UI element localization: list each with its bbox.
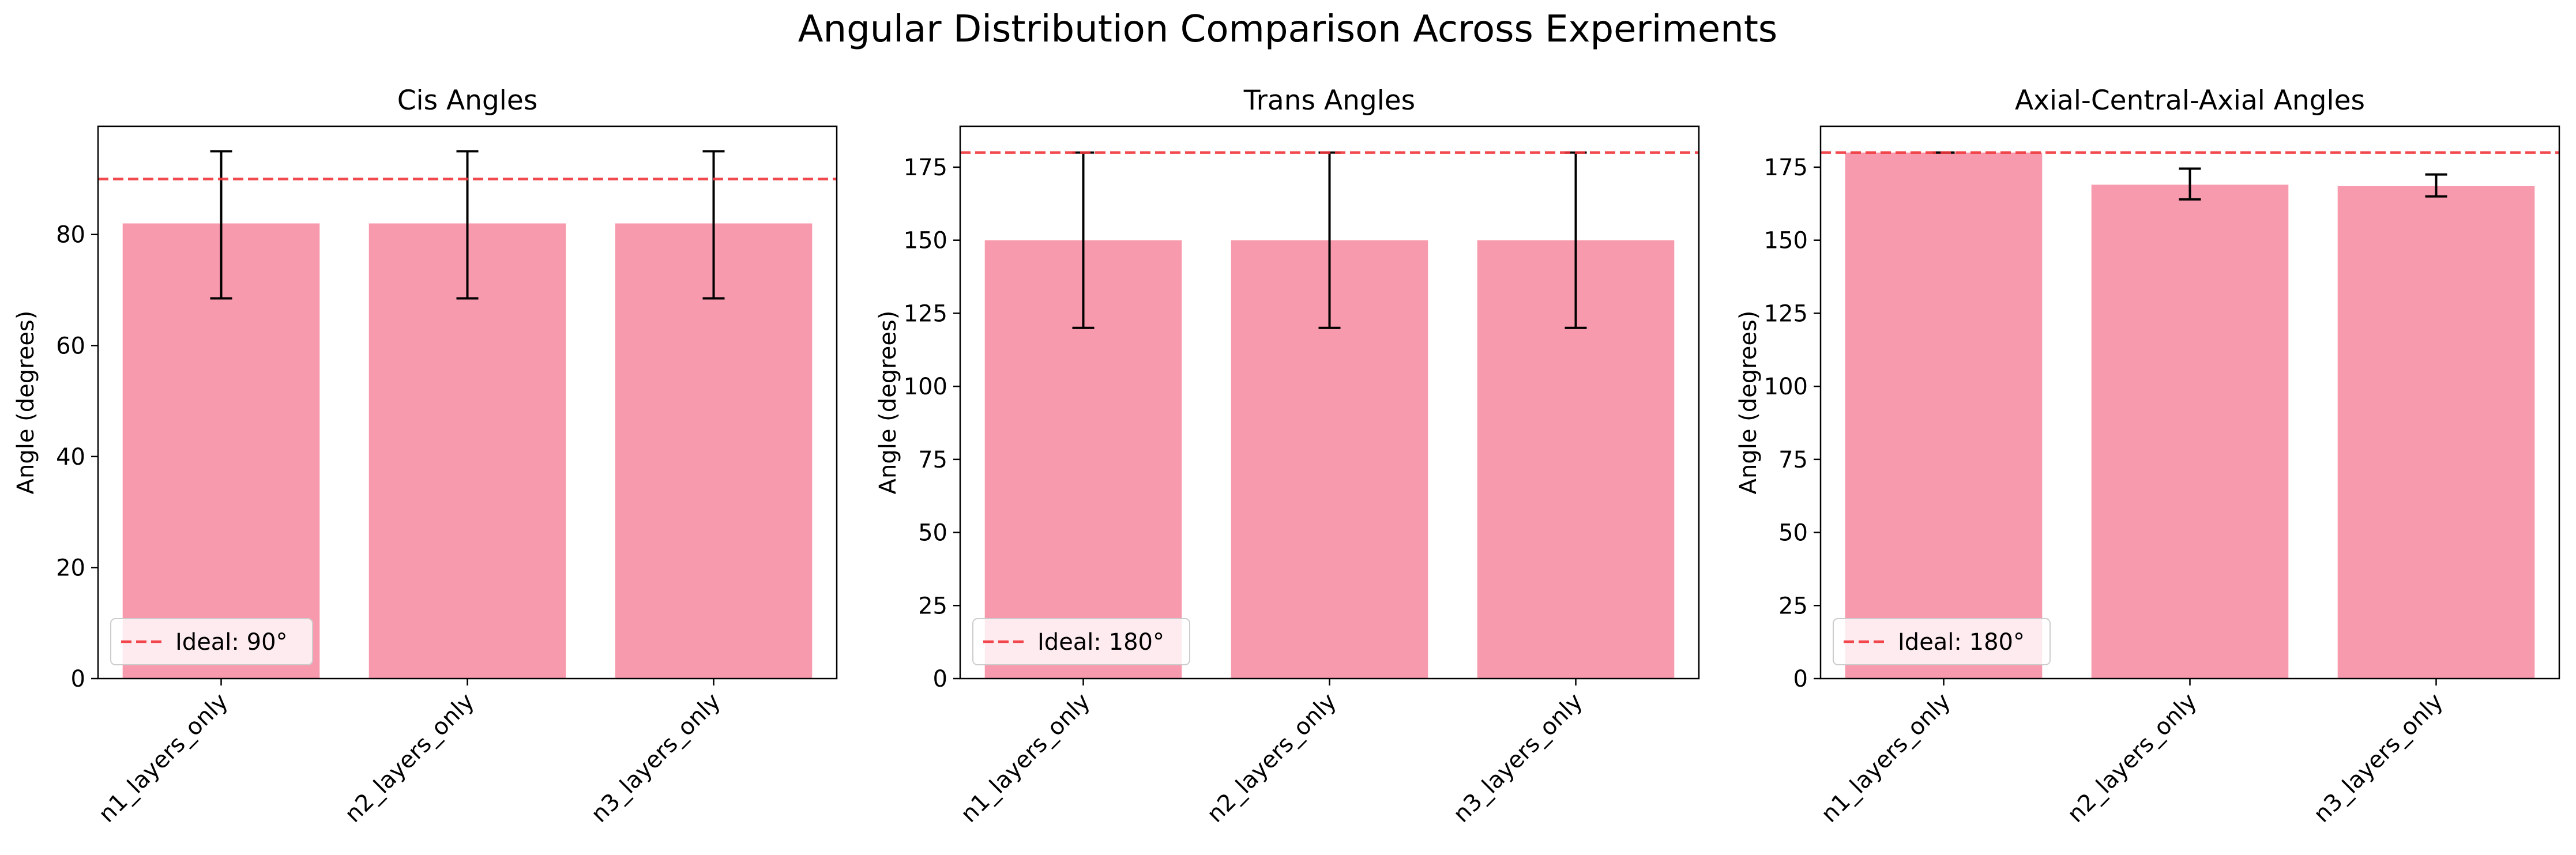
y-tick-label: 40 xyxy=(56,444,85,470)
y-tick-label: 25 xyxy=(918,593,947,619)
y-tick-label: 25 xyxy=(1778,593,1808,619)
y-tick-label: 125 xyxy=(1764,300,1808,327)
y-tick-label: 50 xyxy=(1778,520,1808,547)
x-tick-label: n3_layers_only xyxy=(2308,688,2448,828)
y-tick-label: 150 xyxy=(1764,228,1808,254)
x-tick-label: n1_layers_only xyxy=(1816,688,1955,828)
legend-label: Ideal: 180° xyxy=(1037,629,1164,656)
x-tick-label: n2_layers_only xyxy=(340,688,479,828)
y-tick-label: 0 xyxy=(71,666,85,692)
legend-label: Ideal: 90° xyxy=(175,629,288,656)
legend: Ideal: 180° xyxy=(972,618,1190,665)
legend-box xyxy=(972,618,1190,665)
y-tick-label: 50 xyxy=(918,520,947,547)
y-tick-label: 100 xyxy=(904,374,947,400)
bar xyxy=(2091,184,2289,679)
y-tick-label: 20 xyxy=(56,555,85,581)
x-tick-label: n1_layers_only xyxy=(956,688,1095,828)
chart-title: Axial-Central-Axial Angles xyxy=(2015,85,2365,116)
y-tick-label: 75 xyxy=(1778,447,1808,473)
y-tick-label: 60 xyxy=(56,333,85,359)
legend-box xyxy=(1833,618,2051,665)
y-tick-label: 0 xyxy=(1793,666,1808,692)
figure-title: Angular Distribution Comparison Across E… xyxy=(798,8,1778,51)
chart-title: Cis Angles xyxy=(397,85,538,116)
legend: Ideal: 180° xyxy=(1833,618,2051,665)
y-axis-label: Angle (degrees) xyxy=(1735,311,1762,495)
chart-title: Trans Angles xyxy=(1243,85,1415,116)
legend-label: Ideal: 180° xyxy=(1898,629,2025,656)
y-tick-label: 0 xyxy=(933,666,947,692)
y-tick-label: 80 xyxy=(56,222,85,248)
y-axis-label: Angle (degrees) xyxy=(875,311,901,495)
x-tick-label: n3_layers_only xyxy=(1448,688,1588,828)
y-tick-label: 75 xyxy=(918,447,947,473)
y-tick-label: 175 xyxy=(1764,155,1808,181)
y-tick-label: 175 xyxy=(904,155,947,181)
y-tick-label: 150 xyxy=(904,228,947,254)
y-axis-label: Angle (degrees) xyxy=(13,311,39,495)
chart-panels: 0 20 40 60 80 n1_layers_only n2_layers_only n3_… xyxy=(13,85,2560,828)
x-tick-label: n2_layers_only xyxy=(1202,688,1341,828)
x-tick-label: n3_layers_only xyxy=(586,688,725,828)
y-tick-label: 125 xyxy=(904,300,947,327)
chart-panel-3: 0 25 50 75 100 125 150 175 n1_layers_only n2_laye… xyxy=(1735,85,2560,828)
legend: Ideal: 90° xyxy=(110,618,313,665)
legend-box xyxy=(110,618,313,665)
x-tick-label: n1_layers_only xyxy=(93,688,233,828)
chart-panel-2: 0 25 50 75 100 125 150 175 n1_layers_only n2_laye… xyxy=(875,85,1700,828)
bar xyxy=(2337,186,2535,679)
x-tick-label: n2_layers_only xyxy=(2062,688,2202,828)
chart-panel-1: 0 20 40 60 80 n1_layers_only n2_layers_only n3_… xyxy=(13,85,838,828)
bar xyxy=(1845,152,2043,679)
y-tick-label: 100 xyxy=(1764,374,1808,400)
